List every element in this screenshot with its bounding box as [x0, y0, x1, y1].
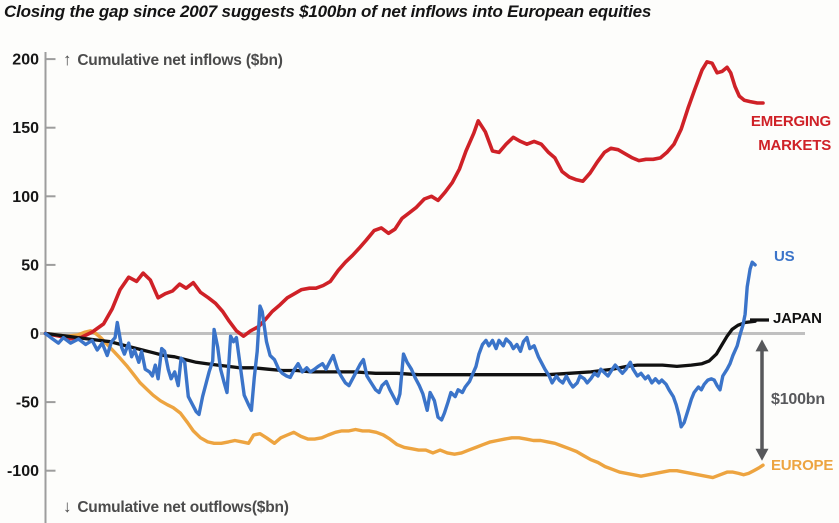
series-line-europe	[43, 329, 765, 480]
chart-title: Closing the gap since 2007 suggests $100…	[4, 2, 652, 21]
outflows-axis-label: Cumulative net outflows($bn)	[77, 499, 289, 516]
japan-label: JAPAN	[773, 310, 822, 327]
y-tick-label: 150	[12, 120, 39, 137]
gap-arrow-head-down	[755, 448, 769, 461]
up-arrow-icon: ↑	[63, 50, 72, 69]
outflows-axis-note: ↓ Cumulative net outflows($bn)	[63, 497, 289, 517]
series-line-japan	[43, 319, 757, 377]
gap-arrow-head-up	[755, 339, 769, 352]
inflows-axis-label: Cumulative net inflows ($bn)	[77, 52, 283, 69]
y-tick-label: -100	[7, 463, 39, 480]
y-tick-label: 200	[12, 52, 39, 69]
emerging-markets-label-line1: EMERGING	[750, 113, 831, 130]
down-arrow-icon: ↓	[63, 497, 72, 516]
y-tick-label: 100	[12, 189, 39, 206]
emerging-markets-label: EMERGING MARKETS	[751, 110, 831, 158]
series-line-us	[43, 260, 757, 429]
europe-label: EUROPE	[771, 457, 834, 474]
us-label: US	[774, 248, 795, 265]
emerging-markets-label-line2: MARKETS	[758, 137, 831, 154]
y-tick-label: -50	[16, 395, 39, 412]
series-line-emerging-markets	[43, 59, 765, 341]
inflows-axis-note: ↑ Cumulative net inflows ($bn)	[63, 50, 283, 70]
y-tick-label: 50	[21, 257, 39, 274]
gap-annotation-label: $100bn	[771, 391, 825, 408]
y-tick-label: 0	[30, 326, 39, 343]
